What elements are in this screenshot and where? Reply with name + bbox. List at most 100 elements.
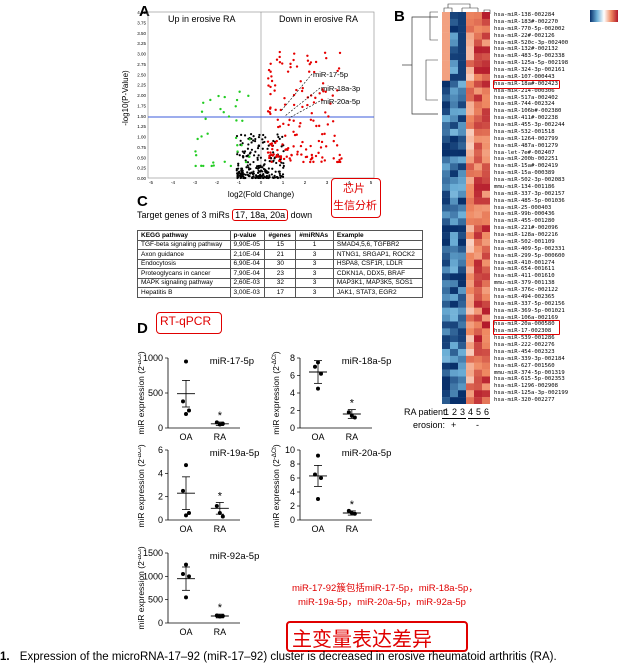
volcano-point-up	[194, 154, 198, 157]
volcano-point-ns	[250, 171, 253, 174]
patient-number: 6	[484, 407, 490, 417]
volcano-point-ns	[275, 161, 278, 165]
volcano-point-ns	[243, 151, 246, 155]
heatmap-cell	[458, 135, 466, 143]
dot-plot-point-ra	[220, 514, 225, 519]
heatmap-row-label: hsa-miR-520c-3p-002400	[494, 39, 569, 46]
dot-plot-point-oa	[184, 562, 188, 567]
heatmap-cell	[466, 218, 474, 226]
volcano-point-down	[301, 140, 304, 144]
dot-plot-point-ra	[346, 508, 351, 513]
dot-plot-point-oa	[319, 371, 323, 376]
volcano-point-down	[310, 157, 314, 160]
volcano-point-down	[301, 105, 304, 109]
heatmap-cell	[450, 287, 458, 295]
cluster-note-line2: miR-19a-5p，miR-20a-5p，miR-92a-5p	[298, 597, 466, 608]
heatmap-cell	[458, 348, 466, 357]
heatmap-cell	[466, 314, 474, 322]
dot-plot-miR-18a-5p: 8 6 4 2 0 OA RA * miR-18a-5p	[290, 353, 391, 442]
volcano-point-down	[288, 157, 291, 160]
volcano-point-down	[277, 155, 280, 158]
volcano-point-down	[269, 62, 272, 65]
annot-mir17: miR-17-5p	[313, 70, 348, 79]
volcano-point-down	[327, 115, 330, 118]
heatmap-cell	[482, 293, 490, 302]
dot-plot-group-label: OA	[179, 627, 192, 637]
heatmap-cell	[474, 287, 482, 295]
heatmap-cell	[458, 183, 466, 192]
heatmap-cell	[474, 204, 482, 212]
heatmap-cell	[474, 328, 482, 336]
volcano-point-up	[219, 107, 222, 111]
kegg-header-cell: #genes	[264, 230, 297, 241]
heatmap-row-label: hsa-miR-99b-000436	[494, 211, 555, 218]
volcano-point-ns	[249, 133, 253, 136]
volcano-point-down	[277, 125, 280, 129]
dot-plot-point-oa	[181, 572, 185, 576]
heatmap-cell	[474, 32, 482, 40]
volcano-point-down	[323, 159, 327, 162]
volcano-point-ns	[256, 147, 260, 150]
heatmap-row-label: hsa-miR-20a-000580	[494, 321, 555, 328]
heatmap-cell	[466, 232, 474, 240]
volcano-point-ns	[246, 164, 249, 167]
volcano-point-down	[326, 123, 330, 126]
heatmap-cell	[458, 383, 466, 391]
heatmap-cell	[482, 273, 490, 281]
heatmap-cell	[458, 122, 466, 130]
kegg-cell: Axon guidance	[137, 249, 231, 260]
heatmap-cell	[474, 163, 482, 171]
heatmap-cell	[442, 67, 450, 75]
volcano-point-down	[312, 160, 315, 164]
dot-plot-point-ra	[217, 614, 222, 619]
dot-plot-y-label: miR expression (2-ΔCt)	[271, 444, 281, 528]
volcano-point-ns	[247, 174, 250, 178]
volcano-y-tick: 2.75	[137, 62, 146, 67]
heatmap-row-label: hsa-miR-106a-002169	[494, 314, 558, 321]
heatmap-row-label: hsa-miR-183#-002270	[494, 18, 558, 25]
heatmap-cell	[442, 73, 450, 81]
volcano-point-down	[319, 146, 323, 149]
volcano-point-down	[275, 58, 279, 61]
dot-plot-miR-20a-5p: 10 8 6 4 2 0 OA RA * miR-20a-5p	[285, 445, 391, 534]
heatmap-row-label: hsa-miR-487a-001279	[494, 142, 558, 149]
heatmap-row-label: hsa-miR-376c-002122	[494, 287, 558, 293]
annot-line-2	[284, 87, 321, 117]
volcano-point-down	[288, 118, 291, 122]
heatmap-row-label: hsa-miR-502-001109	[494, 238, 555, 245]
dot-plot-significance: *	[350, 398, 355, 410]
volcano-point-up	[248, 138, 251, 141]
heatmap-cell	[466, 108, 474, 116]
heatmap-cell	[442, 122, 450, 130]
volcano-point-ns	[247, 143, 250, 146]
kegg-cell: MAPK signaling pathway	[137, 277, 231, 288]
volcano-point-down	[287, 123, 290, 127]
volcano-point-ns	[261, 176, 265, 180]
heatmap-cell	[466, 266, 474, 274]
volcano-point-down	[296, 153, 299, 156]
volcano-point-ns	[280, 145, 283, 148]
volcano-point-ns	[246, 147, 250, 150]
heatmap-cell	[458, 342, 466, 350]
heatmap-cell	[458, 32, 466, 40]
dot-plot-point-oa	[184, 412, 188, 416]
heatmap-cell	[474, 87, 482, 95]
heatmap-cell	[450, 101, 458, 109]
volcano-left-label: Up in erosive RA	[168, 14, 236, 24]
heatmap-cell	[442, 321, 450, 329]
kegg-cell: Proteoglycans in cancer	[137, 268, 231, 279]
heatmap-cell	[450, 32, 458, 40]
volcano-point-down	[321, 82, 325, 85]
heatmap-cell	[458, 128, 466, 136]
heatmap-top-dendrogram	[443, 3, 491, 14]
dot-plot-y-tick: 2	[158, 492, 163, 502]
annot-line-3	[288, 100, 321, 119]
heatmap-cell	[450, 369, 458, 377]
heatmap-cell	[466, 149, 474, 157]
heatmap-cell	[442, 397, 450, 404]
kegg-cell: CDKN1A, DDX5, BRAF	[332, 268, 424, 279]
volcano-point-down	[272, 153, 275, 156]
volcano-point-down	[323, 51, 327, 54]
volcano-point-ns	[276, 133, 279, 136]
dot-plot-point-oa	[316, 453, 320, 458]
